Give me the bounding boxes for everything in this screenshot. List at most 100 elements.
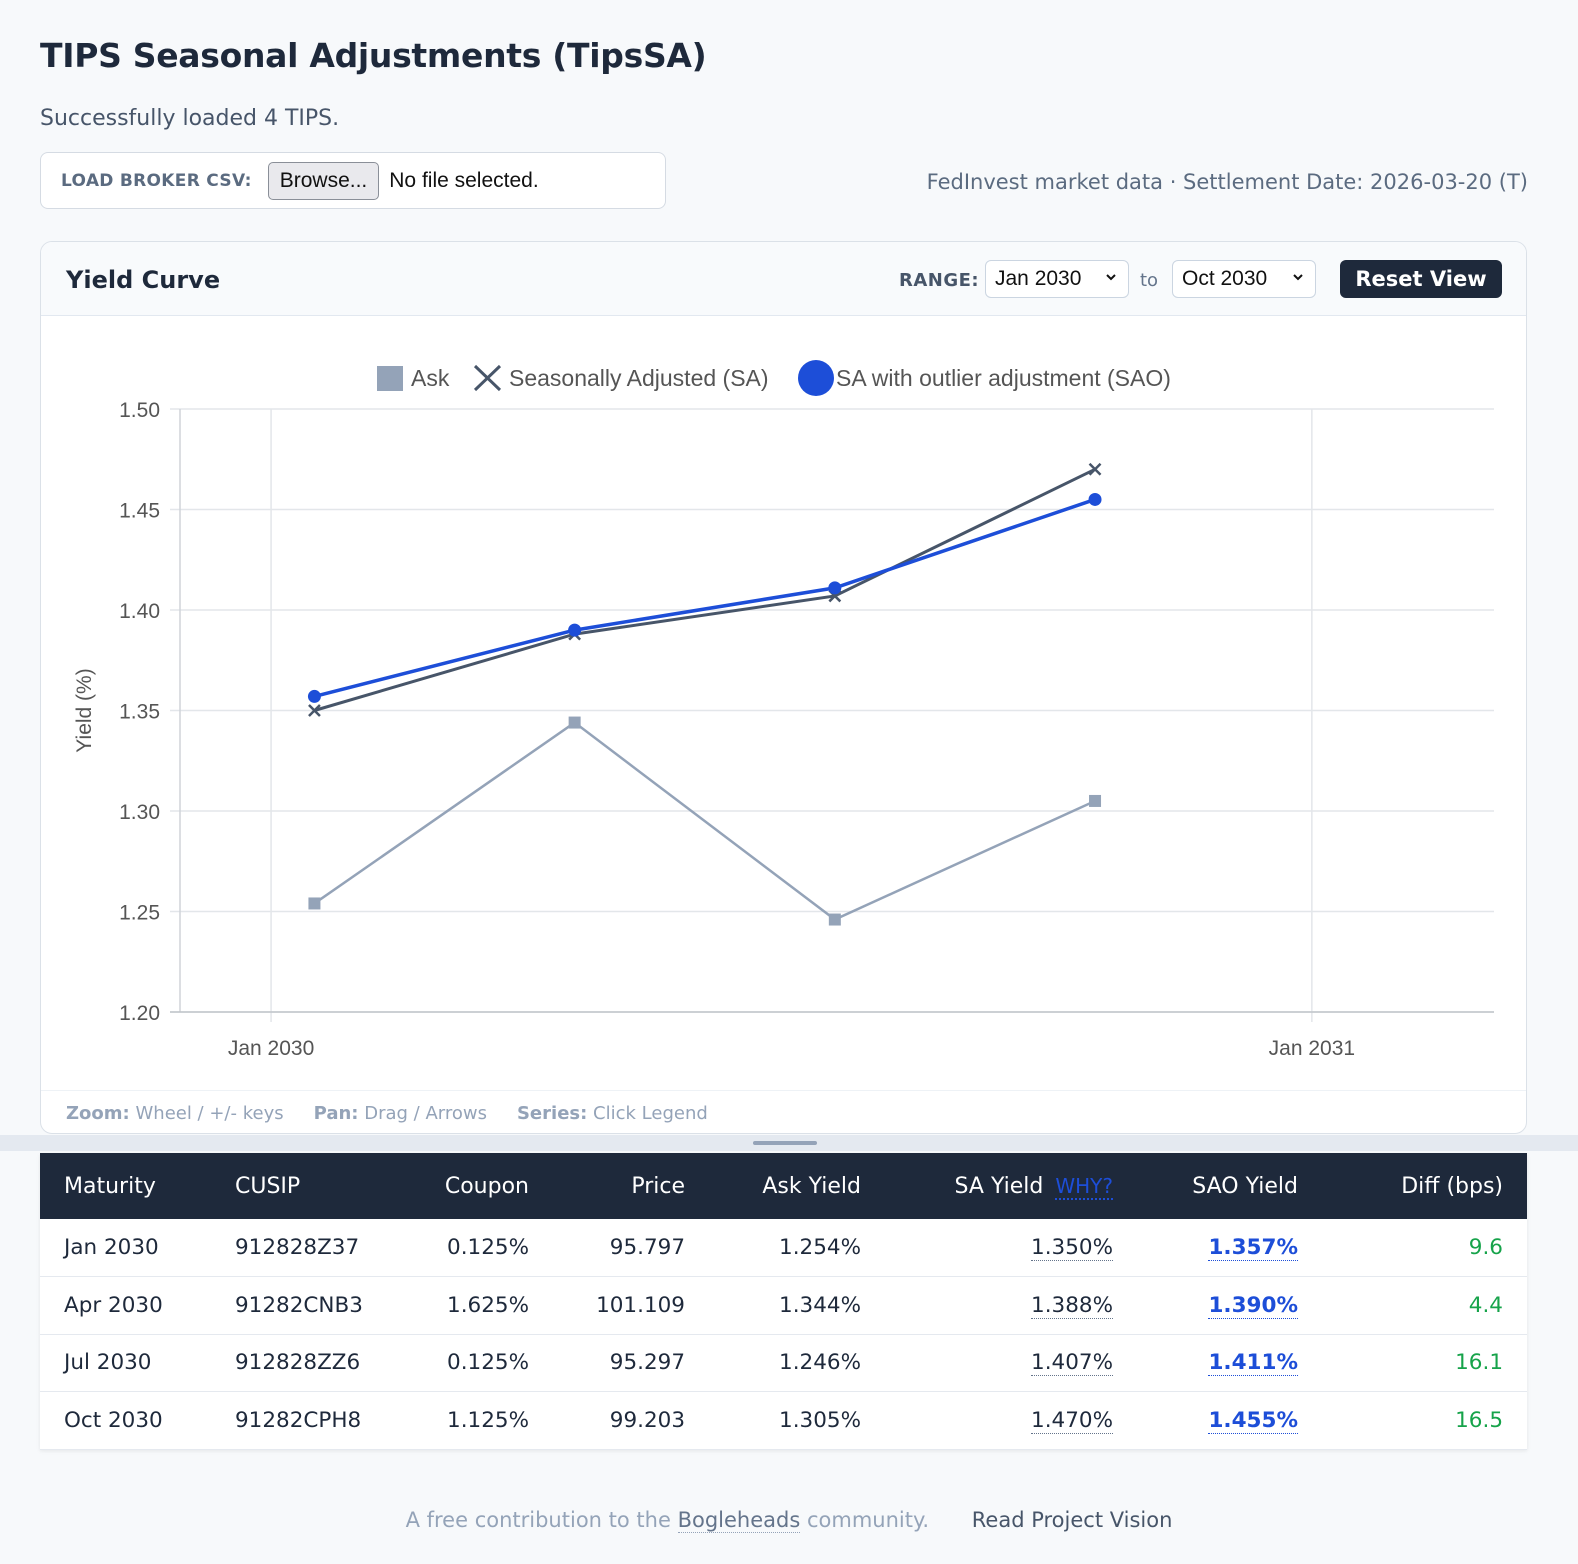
cell-price: 99.203	[553, 1391, 709, 1450]
y-axis-label: Yield (%)	[73, 668, 96, 752]
chevron-down-icon	[1291, 270, 1305, 289]
cell-ask-yield: 1.246%	[709, 1334, 885, 1392]
table-header-row: Maturity CUSIP Coupon Price Ask Yield SA…	[40, 1153, 1527, 1219]
range-label: RANGE:	[899, 270, 980, 291]
col-sa-yield[interactable]: SA Yield WHY?	[885, 1153, 1137, 1219]
col-coupon[interactable]: Coupon	[444, 1173, 529, 1199]
legend-label: Seasonally Adjusted (SA)	[509, 365, 769, 391]
cell-price: 101.109	[553, 1276, 709, 1335]
range-from-value: Jan 2030	[995, 267, 1082, 290]
legend-circle-icon	[798, 360, 834, 396]
sao-point	[1088, 492, 1102, 506]
project-vision-link[interactable]: Read Project Vision	[971, 1508, 1173, 1532]
col-price[interactable]: Price	[631, 1173, 685, 1199]
cell-cusip: 912828Z37	[211, 1219, 391, 1277]
sa-yield-value[interactable]: 1.350%	[1031, 1235, 1113, 1261]
range-to-select[interactable]: Oct 2030	[1172, 260, 1316, 298]
ask-point	[828, 913, 841, 926]
cell-sa-yield: 1.388%	[885, 1276, 1137, 1335]
cell-maturity: Oct 2030	[40, 1391, 211, 1450]
bogleheads-link[interactable]: Bogleheads	[677, 1508, 801, 1533]
col-maturity[interactable]: Maturity	[64, 1173, 156, 1199]
col-cusip[interactable]: CUSIP	[235, 1173, 301, 1199]
table-row[interactable]: Jul 2030 912828ZZ6 0.125% 95.297 1.246% 1.407…	[40, 1334, 1527, 1392]
sa-yield-value[interactable]: 1.388%	[1031, 1292, 1113, 1319]
footer-text: A free contribution to the	[405, 1508, 671, 1532]
status-message: Successfully loaded 4 TIPS.	[40, 106, 340, 131]
series-line-cross	[314, 467, 1096, 712]
cell-cusip: 91282CPH8	[211, 1391, 391, 1450]
cell-coupon: 0.125%	[391, 1334, 553, 1392]
legend-cross-icon	[473, 364, 502, 392]
chart-footer: Zoom: Wheel / +/- keys Pan: Drag / Arrow…	[41, 1090, 1526, 1133]
cell-price: 95.297	[553, 1334, 709, 1392]
page-title: TIPS Seasonal Adjustments (TipsSA)	[40, 36, 707, 75]
yield-curve-chart[interactable]: 1.50 1.45 1.40 1.35 1.30 1.25 1.20 Jan 2030 Jan …	[41, 242, 1527, 1090]
cell-price: 95.797	[553, 1219, 709, 1277]
legend-item[interactable]: Ask	[377, 365, 450, 391]
sao-yield-value[interactable]: 1.411%	[1208, 1350, 1298, 1377]
ask-point	[1089, 794, 1102, 807]
file-status: No file selected.	[389, 168, 539, 192]
cell-maturity: Jul 2030	[40, 1334, 211, 1392]
reset-view-button[interactable]: Reset View	[1340, 260, 1502, 298]
col-diff[interactable]: Diff (bps)	[1401, 1173, 1503, 1199]
series-hint: Series: Click Legend	[516, 1102, 708, 1124]
sao-point	[828, 581, 842, 595]
cell-coupon: 1.625%	[391, 1276, 553, 1335]
sao-yield-value[interactable]: 1.455%	[1208, 1407, 1298, 1434]
ask-point	[568, 716, 581, 729]
y-tick-label: 1.45	[119, 500, 160, 523]
sa-yield-label: SA Yield	[954, 1173, 1044, 1199]
tips-table: Maturity CUSIP Coupon Price Ask Yield SA…	[40, 1153, 1527, 1450]
cell-ask-yield: 1.344%	[709, 1276, 885, 1335]
y-tick-label: 1.40	[119, 600, 160, 623]
sao-yield-value[interactable]: 1.357%	[1208, 1235, 1298, 1261]
table-row[interactable]: Jan 2030 912828Z37 0.125% 95.797 1.254% 1.350…	[40, 1219, 1527, 1277]
resize-divider[interactable]	[0, 1135, 1578, 1151]
range-to-label: to	[1140, 270, 1159, 291]
series-line-circle	[314, 497, 1096, 699]
cell-sa-yield: 1.350%	[885, 1219, 1137, 1277]
why-link[interactable]: WHY?	[1055, 1173, 1113, 1200]
sa-yield-value[interactable]: 1.470%	[1031, 1407, 1113, 1434]
cell-diff: 16.5	[1322, 1391, 1527, 1450]
drag-handle-icon[interactable]	[753, 1141, 817, 1145]
cell-cusip: 91282CNB3	[211, 1276, 391, 1335]
cell-coupon: 0.125%	[391, 1219, 553, 1277]
cell-sa-yield: 1.407%	[885, 1334, 1137, 1392]
csv-loader: LOAD BROKER CSV: Browse... No file selec…	[40, 152, 666, 209]
zoom-hint: Zoom: Wheel / +/- keys	[66, 1102, 284, 1124]
legend-item[interactable]: Seasonally Adjusted (SA)	[473, 364, 769, 392]
ask-point	[308, 897, 321, 910]
col-sao-yield[interactable]: SAO Yield	[1192, 1173, 1298, 1199]
legend-item[interactable]: SA with outlier adjustment (SAO)	[798, 360, 1171, 396]
col-ask-yield[interactable]: Ask Yield	[762, 1173, 861, 1199]
cell-sao-yield: 1.357%	[1137, 1219, 1322, 1277]
market-info: FedInvest market data · Settlement Date:…	[926, 170, 1528, 194]
table-row[interactable]: Oct 2030 91282CPH8 1.125% 99.203 1.305% 1.470…	[40, 1391, 1527, 1450]
y-tick-label: 1.50	[119, 399, 160, 422]
csv-label: LOAD BROKER CSV:	[61, 170, 252, 191]
footer-text-end: community.	[806, 1508, 930, 1532]
y-tick-label: 1.25	[119, 902, 160, 925]
sao-yield-value[interactable]: 1.390%	[1208, 1292, 1298, 1319]
chart-title: Yield Curve	[66, 266, 221, 294]
table-row[interactable]: Apr 2030 91282CNB3 1.625% 101.109 1.344% 1.38…	[40, 1276, 1527, 1335]
cell-sao-yield: 1.411%	[1137, 1334, 1322, 1392]
x-tick-label: Jan 2031	[1269, 1037, 1355, 1060]
sa-yield-value[interactable]: 1.407%	[1031, 1350, 1113, 1377]
chevron-down-icon	[1104, 270, 1118, 289]
range-to-value: Oct 2030	[1182, 267, 1268, 290]
cell-ask-yield: 1.305%	[709, 1391, 885, 1450]
browse-button[interactable]: Browse...	[267, 161, 380, 200]
y-tick-label: 1.20	[119, 1002, 160, 1025]
range-from-select[interactable]: Jan 2030	[985, 260, 1129, 298]
cell-sa-yield: 1.470%	[885, 1391, 1137, 1450]
cell-coupon: 1.125%	[391, 1391, 553, 1450]
cell-sao-yield: 1.455%	[1137, 1391, 1322, 1450]
y-tick-label: 1.30	[119, 801, 160, 824]
series-line-square	[313, 721, 1096, 921]
cell-diff: 9.6	[1322, 1219, 1527, 1277]
sao-point	[307, 689, 321, 703]
